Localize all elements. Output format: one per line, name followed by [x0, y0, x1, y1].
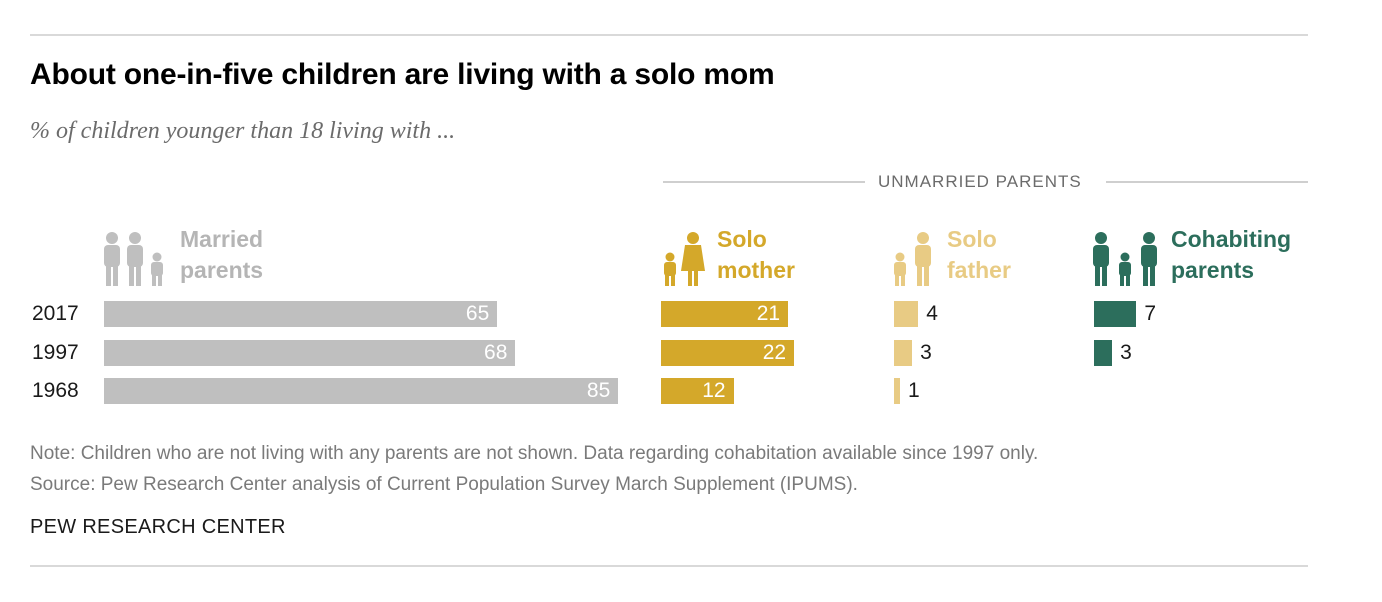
value-label-solo-mother-1997: 22	[762, 341, 787, 364]
bar-married-1997	[104, 340, 516, 366]
value-label-solo-mother-2017: 21	[756, 302, 781, 325]
solo-mother-label: Solo mother	[717, 226, 795, 283]
bar-solo-father-1968	[894, 378, 901, 404]
value-label-married-2017: 65	[465, 302, 490, 325]
note-text: Note: Children who are not living with a…	[30, 443, 1039, 464]
source-text: Source: Pew Research Center analysis of …	[30, 474, 858, 495]
brand-label: PEW RESEARCH CENTER	[30, 516, 286, 538]
bar-solo-mother-1968	[661, 378, 734, 404]
value-label-solo-father-1997: 3	[920, 341, 932, 364]
family-icon	[104, 232, 163, 286]
value-label-cohabiting-1997: 3	[1120, 341, 1132, 364]
cohabiting-family-icon	[1093, 232, 1157, 286]
group-line-left	[663, 181, 865, 183]
bar-cohabiting-1997	[1094, 340, 1113, 366]
value-label-solo-mother-1968: 12	[702, 379, 726, 402]
bar-married-1968	[104, 378, 619, 404]
year-label-1968: 1968	[32, 379, 79, 402]
bar-solo-mother-2017	[661, 301, 789, 327]
married-parents-label: Married parents	[180, 226, 264, 283]
value-label-cohabiting-2017: 7	[1144, 302, 1157, 325]
bar-married-2017	[104, 301, 498, 327]
top-rule	[30, 34, 1308, 36]
group-line-right	[1106, 181, 1308, 183]
bar-cohabiting-2017	[1094, 301, 1137, 327]
bar-solo-father-2017	[894, 301, 919, 327]
year-label-2017: 2017	[32, 302, 79, 325]
value-label-married-1968: 85	[586, 379, 611, 402]
bottom-rule	[30, 565, 1308, 567]
solo-father-label: Solo father	[947, 226, 1011, 283]
value-label-solo-father-1968: 1	[908, 379, 920, 402]
bar-solo-father-1997	[894, 340, 913, 366]
chart-subtitle: % of children younger than 18 living wit…	[30, 118, 456, 144]
value-label-married-1997: 68	[484, 341, 508, 364]
year-label-1997: 1997	[32, 341, 79, 364]
mother-child-icon	[664, 232, 705, 286]
value-label-solo-father-2017: 4	[926, 302, 938, 325]
chart-title: About one-in-five children are living wi…	[30, 58, 775, 91]
bar-solo-mother-1997	[661, 340, 795, 366]
unmarried-parents-label: UNMARRIED PARENTS	[878, 172, 1082, 191]
cohabiting-parents-label: Cohabiting parents	[1171, 226, 1292, 283]
father-child-icon	[894, 232, 931, 286]
